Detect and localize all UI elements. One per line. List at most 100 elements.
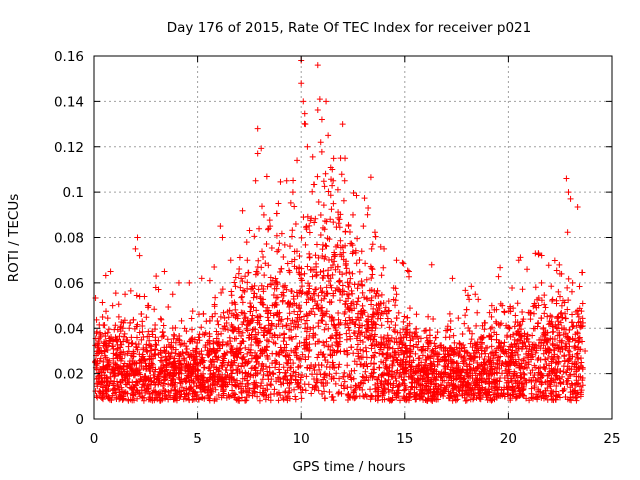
data-point: [296, 355, 303, 362]
data-point: [353, 192, 360, 199]
data-point: [382, 304, 389, 311]
data-point: [568, 319, 575, 326]
data-point: [527, 370, 534, 377]
data-point: [321, 326, 328, 333]
data-point: [300, 98, 307, 105]
data-point: [168, 344, 175, 351]
data-point: [343, 265, 350, 272]
data-point: [200, 384, 207, 391]
data-point: [481, 348, 488, 355]
data-point: [96, 347, 103, 354]
data-point: [348, 344, 355, 351]
data-point: [556, 394, 563, 401]
data-point: [366, 332, 373, 339]
data-point: [507, 395, 514, 402]
data-point: [286, 243, 293, 250]
data-point: [115, 365, 122, 372]
data-point: [455, 352, 462, 359]
data-point: [538, 379, 545, 386]
data-point: [491, 370, 498, 377]
data-point: [461, 390, 468, 397]
data-point: [327, 335, 334, 342]
data-point: [528, 390, 535, 397]
data-point: [391, 338, 398, 345]
data-point: [218, 383, 225, 390]
data-point: [509, 285, 516, 292]
data-point: [298, 234, 305, 241]
data-point: [232, 283, 239, 290]
data-point: [406, 273, 413, 280]
data-point: [118, 323, 125, 330]
data-point: [106, 395, 113, 402]
data-point: [535, 302, 542, 309]
data-point: [177, 360, 184, 367]
data-point: [183, 328, 190, 335]
data-point: [157, 397, 164, 404]
data-point: [294, 379, 301, 386]
data-point: [423, 356, 430, 363]
data-point: [335, 316, 342, 323]
data-point: [377, 315, 384, 322]
data-point: [568, 288, 575, 295]
x-axis-label: GPS time / hours: [292, 459, 405, 475]
data-point: [129, 367, 136, 374]
data-point: [327, 164, 334, 171]
data-point: [472, 353, 479, 360]
data-point: [149, 364, 156, 371]
data-point: [326, 257, 333, 264]
data-point: [240, 387, 247, 394]
data-point: [371, 342, 378, 349]
data-point: [446, 392, 453, 399]
data-point: [513, 394, 520, 401]
data-point: [336, 277, 343, 284]
data-point: [181, 340, 188, 347]
data-point: [384, 315, 391, 322]
data-point: [198, 275, 205, 282]
data-point: [214, 318, 221, 325]
data-point: [283, 347, 290, 354]
data-point: [311, 219, 318, 226]
data-point: [549, 336, 556, 343]
data-point: [498, 320, 505, 327]
data-point: [544, 313, 551, 320]
data-point: [210, 346, 217, 353]
data-point: [159, 329, 166, 336]
data-point: [209, 374, 216, 381]
data-point: [369, 271, 376, 278]
data-point: [128, 366, 135, 373]
data-point: [210, 347, 217, 354]
data-point: [298, 389, 305, 396]
data-point: [579, 374, 586, 381]
data-point: [461, 347, 468, 354]
data-point: [414, 368, 421, 375]
data-point: [450, 332, 457, 339]
data-point: [413, 311, 420, 318]
data-point: [165, 389, 172, 396]
data-point: [251, 388, 258, 395]
data-point: [119, 378, 126, 385]
data-point: [131, 325, 138, 332]
data-point: [322, 395, 329, 402]
data-point: [238, 275, 245, 282]
data-point: [131, 397, 138, 404]
data-point: [206, 348, 213, 355]
data-point: [345, 291, 352, 298]
data-point: [558, 270, 565, 277]
data-point: [143, 314, 150, 321]
data-point: [342, 228, 349, 235]
data-point: [127, 319, 134, 326]
data-point: [359, 289, 366, 296]
data-point: [413, 384, 420, 391]
data-point: [158, 316, 165, 323]
data-point: [354, 298, 361, 305]
data-point: [121, 330, 128, 337]
data-point: [469, 344, 476, 351]
data-point: [265, 372, 272, 379]
y-tick-label: 0.06: [54, 276, 84, 292]
data-point: [146, 368, 153, 375]
data-point: [145, 385, 152, 392]
data-point: [100, 364, 107, 371]
data-point: [337, 334, 344, 341]
data-point: [306, 365, 313, 372]
data-point: [320, 383, 327, 390]
